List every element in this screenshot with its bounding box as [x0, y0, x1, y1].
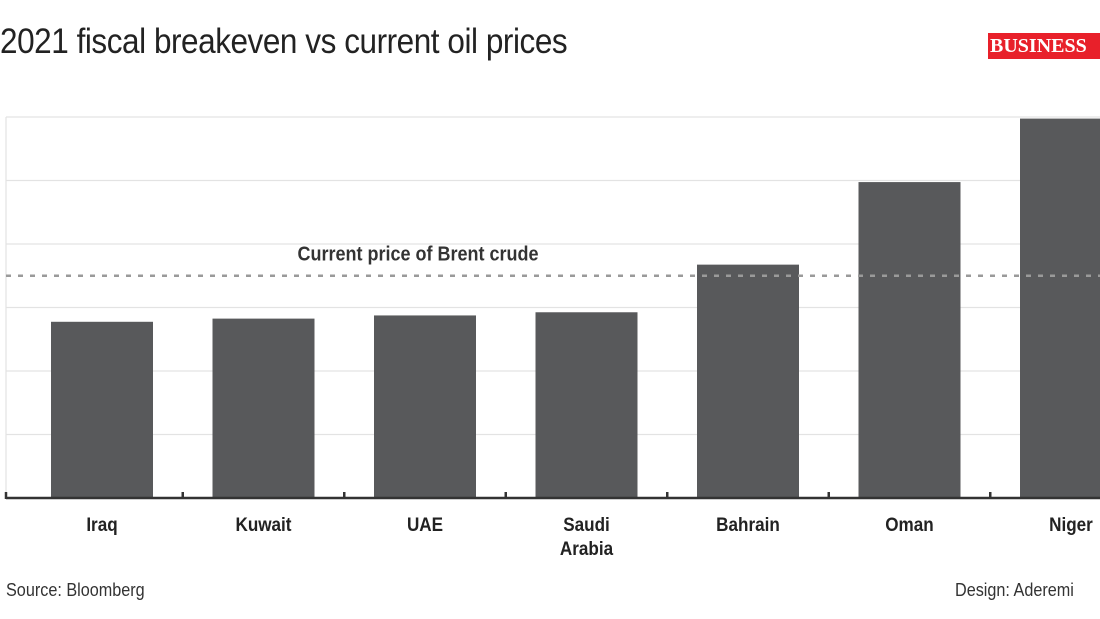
source-note: Source: Bloomberg: [6, 580, 145, 600]
x-axis: [4, 492, 1100, 500]
bar: [1020, 118, 1100, 499]
chart-title: 2021 fiscal breakeven vs current oil pri…: [0, 22, 568, 61]
x-tick-label: Niger: [1049, 514, 1093, 535]
bar: [858, 182, 961, 498]
reference-line-label: Current price of Brent crude: [298, 244, 539, 266]
bars: [51, 118, 1100, 499]
x-tick-label: Oman: [885, 514, 933, 535]
x-tick-label: Bahrain: [716, 514, 780, 535]
bar: [697, 264, 799, 498]
bar: [374, 315, 476, 498]
x-tick-label: Kuwait: [235, 514, 291, 535]
business-logo: BUSINESS: [988, 33, 1100, 59]
design-credit: Design: Aderemi: [955, 580, 1074, 600]
bar: [212, 318, 315, 498]
reference-line-group: Current price of Brent crude: [6, 244, 1100, 277]
x-tick-label: Saudi Arabia: [560, 514, 614, 559]
x-tick-label: Iraq: [86, 514, 117, 535]
bar: [51, 321, 153, 498]
bar: [535, 312, 638, 498]
x-tick-labels: Iraq Kuwait UAE Saudi Arabia Bahrain Oman Niger: [86, 514, 1093, 559]
x-tick-label: UAE: [407, 514, 443, 535]
